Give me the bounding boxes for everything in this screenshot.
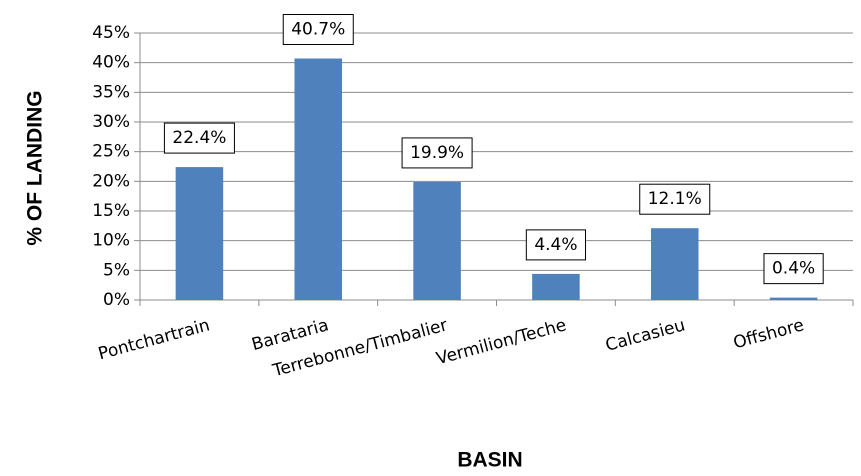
data-label-box xyxy=(163,122,235,154)
y-tick-label: 0% xyxy=(103,290,130,310)
data-label: 0.4% xyxy=(772,259,815,279)
data-label-box xyxy=(282,14,354,46)
x-tick-label: Calcasieu xyxy=(603,315,687,355)
bar xyxy=(769,297,818,300)
y-tick-label: 45% xyxy=(92,23,130,43)
data-label-box xyxy=(525,229,587,261)
data-label-box xyxy=(401,137,473,169)
bar xyxy=(294,58,343,300)
data-label: 22.4% xyxy=(172,128,226,148)
y-axis-title: % OF LANDING xyxy=(24,90,47,245)
y-tick-label: 30% xyxy=(92,112,130,132)
bar xyxy=(175,167,224,300)
bar xyxy=(413,181,461,300)
data-label: 19.9% xyxy=(410,143,464,163)
x-axis-title: BASIN xyxy=(457,449,522,472)
y-tick-label: 40% xyxy=(92,53,130,73)
data-label-box xyxy=(763,253,824,285)
x-tick-label: Pontchartrain xyxy=(96,315,212,364)
y-tick-label: 25% xyxy=(92,142,130,162)
y-tick-label: 15% xyxy=(92,201,130,221)
bar xyxy=(650,228,699,300)
y-tick-label: 20% xyxy=(92,171,130,191)
data-label: 12.1% xyxy=(648,189,702,209)
y-tick-label: 10% xyxy=(92,231,130,251)
bar xyxy=(532,273,580,300)
x-tick-label: Offshore xyxy=(731,315,806,353)
data-label: 4.4% xyxy=(534,235,577,255)
data-label: 40.7% xyxy=(291,20,345,40)
y-tick-label: 35% xyxy=(92,82,130,102)
x-tick-label: Vermilion/Teche xyxy=(434,315,568,369)
data-label-box xyxy=(639,183,711,215)
y-tick-label: 5% xyxy=(103,260,130,280)
